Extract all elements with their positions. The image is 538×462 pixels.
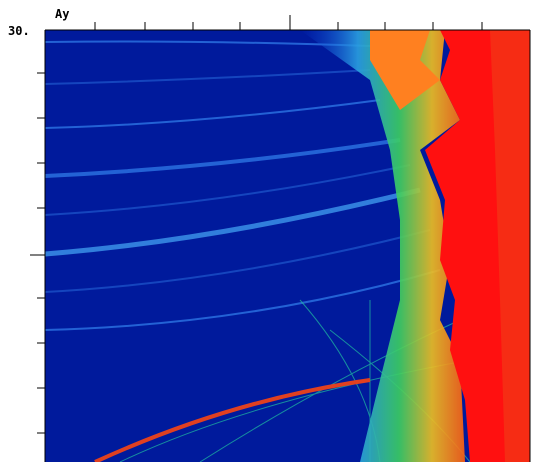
y-axis-label: Ay — [55, 7, 69, 21]
y-tick-label: 30. — [8, 24, 30, 38]
frame — [30, 15, 531, 462]
plot-image — [45, 30, 530, 462]
